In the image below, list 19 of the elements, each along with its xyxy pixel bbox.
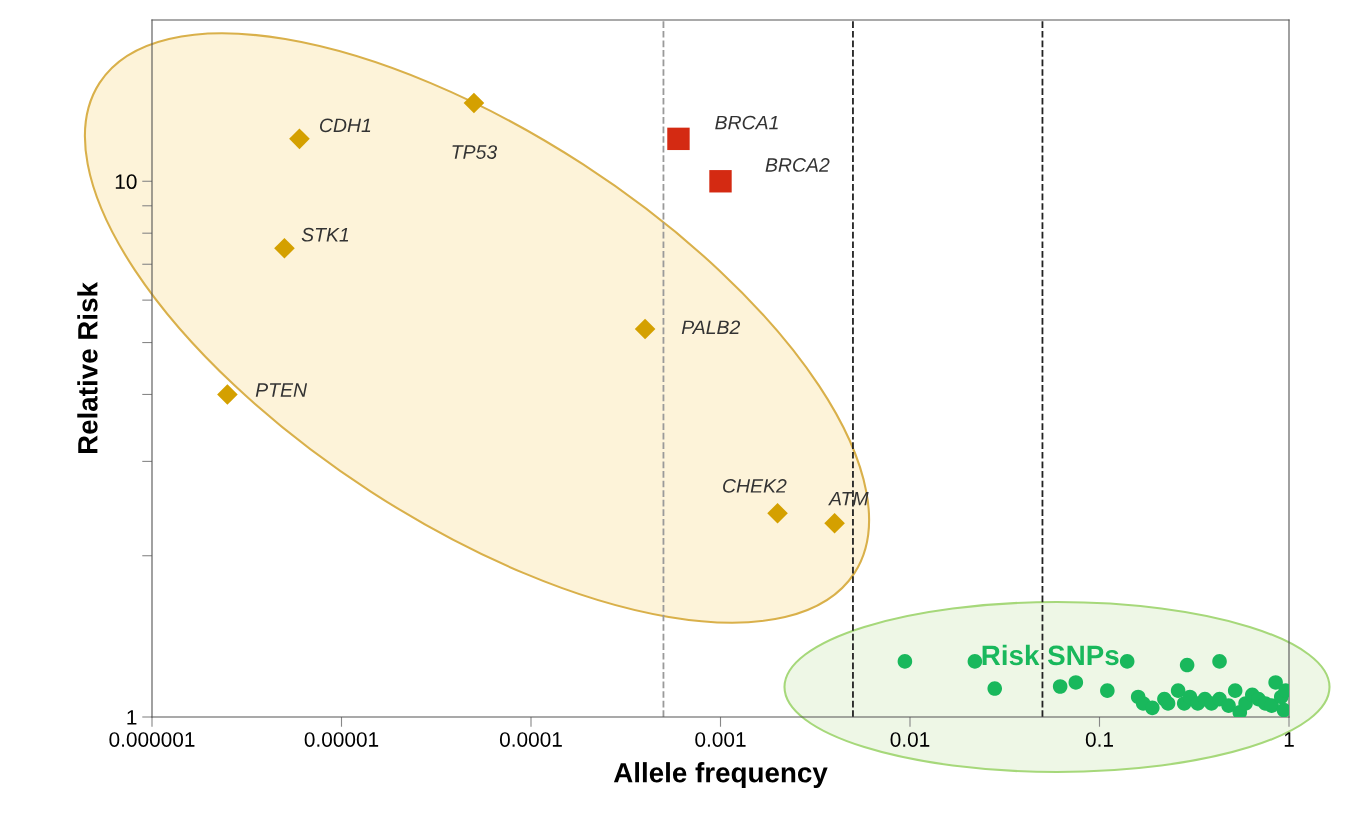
x-axis-title: Allele frequency (613, 762, 828, 789)
x-tick-label: 0.001 (695, 732, 746, 747)
x-tick-label: 0.00001 (304, 732, 379, 747)
annotation: PALB2 (681, 320, 741, 335)
annotation: BRCA1 (715, 115, 778, 130)
annotation: TP53 (452, 145, 498, 159)
annotation: BRCA2 (765, 158, 830, 172)
x-tick-label: 0.000001 (109, 732, 195, 747)
annotation: CHEK2 (723, 479, 787, 493)
x-tick-label: 0.01 (890, 732, 930, 747)
annotation: PTEN (255, 383, 308, 397)
x-tick-label: 0.1 (1085, 732, 1113, 747)
annotation: CDH1 (319, 118, 371, 133)
x-tick-label: 1 (1284, 732, 1294, 747)
y-tick-label: 10 (115, 174, 137, 190)
annotation: STK1 (301, 227, 349, 242)
x-tick-label: 0.0001 (499, 732, 562, 747)
annotation: Risk SNPs (982, 644, 1119, 666)
y-axis-title: Relative Risk (77, 282, 98, 454)
